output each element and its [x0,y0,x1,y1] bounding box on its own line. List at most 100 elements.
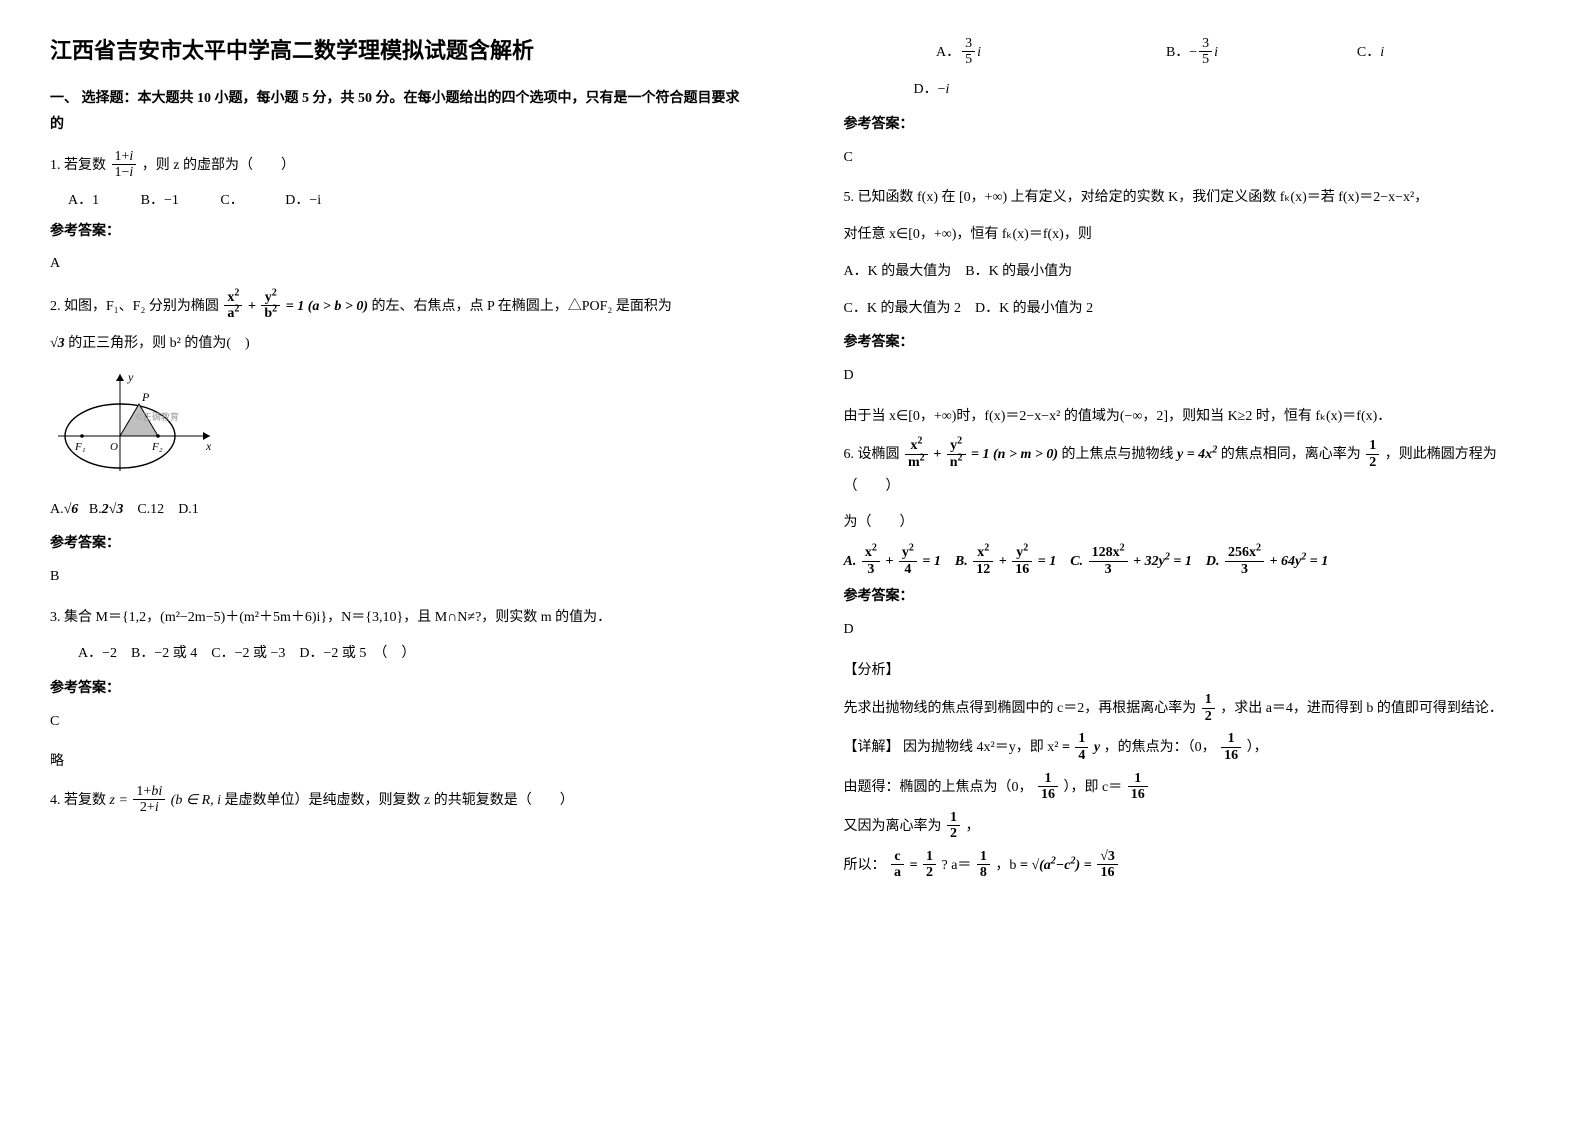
q4-stem-suffix: 是虚数单位）是纯虚数，则复数 z 的共轭复数是（ ） [225,793,574,808]
question-2b: √3 的正三角形，则 b² 的值为( ) [50,329,749,360]
q3-answer: C [50,709,749,736]
q4-ans-label: 参考答案： [844,112,1543,139]
svg-text:O: O [110,441,118,453]
svg-text:y: y [127,370,134,384]
q2-opt-b: B.2√3 [89,502,124,517]
q6-d1-eq: = 14 y [1062,740,1100,755]
svg-text:F₂: F₂ [151,441,163,453]
question-6-cont: 为（ ） [844,508,1543,539]
right-column: A．35i B．−35i C．i D．−i 参考答案： C 5. 已知函数 f(… [794,0,1587,1122]
q6-stem-prefix: 6. 设椭圆 [844,447,904,462]
q5-options-ab: A．K 的最大值为 B．K 的最小值为 [844,257,1543,288]
q2-stem-tail: 的正三角形，则 b² 的值为( ) [68,336,250,351]
q4-stem-prefix: 4. 若复数 [50,793,110,808]
q4-options: A．35i B．−35i C．i [844,36,1543,69]
q1-stem-suffix: ，则 z 的虚部为（ ） [142,158,295,173]
q6-parab-formula: y = 4x2 [1177,447,1217,462]
q4-opt-c: C．i [1311,38,1431,69]
q2-opt-a: A.√6 [50,502,78,517]
svg-text:x: x [205,439,212,453]
q6-detail-line4: 所以： ca = 12 ? a＝ 18 ，b = √(a2−c2) = √316 [844,849,1543,882]
q6-analysis-label: 【分析】 [844,656,1543,687]
q6-opt-a: A. x23 + y24 = 1 [844,554,945,569]
q5-explain: 由于当 x∈[0，+∞)时，f(x)＝2−x−x² 的值域为(−∞，2]，则知当… [844,402,1543,433]
q1-formula: 1+i1−i [110,158,142,173]
question-3: 3. 集合 M＝{1,2，(m²−2m−5)＋(m²＋5m＋6)i}，N＝{3,… [50,603,749,634]
q1-opt-a: A．1 [68,188,99,215]
q6-analysis-prefix: 先求出抛物线的焦点得到椭圆中的 c＝2，再根据离心率为 [844,701,1200,716]
q6-ans-label: 参考答案： [844,584,1543,611]
q1-options: A．1 B．−1 C． D．−i [68,188,749,215]
q1-answer: A [50,251,749,278]
ellipse-svg: y x O F₁ F₂ P ©正确教育 [50,366,220,476]
q6-opt-d: D. 256x23 + 64y2 = 1 [1206,554,1328,569]
q5-opt-d: D．K 的最小值为 2 [975,301,1093,316]
q6-d4-pre: 所以： [844,858,886,873]
question-5-line1: 5. 已知函数 f(x) 在 [0，+∞) 上有定义，对给定的实数 K，我们定义… [844,183,1543,214]
q4-opt-d: D．−i [914,82,950,97]
question-1: 1. 若复数 1+i1−i ，则 z 的虚部为（ ） [50,149,749,182]
q2-stem-prefix: 2. 如图，F₁、F₂ 分别为椭圆 [50,299,222,314]
q6-d4-a-val: 18 [975,858,992,873]
q5-ans-label: 参考答案： [844,330,1543,357]
q6-detail-label: 【详解】 [844,740,900,755]
q2-ans-label: 参考答案： [50,531,749,558]
q6-analysis-suffix: ，求出 a＝4，进而得到 b 的值即可得到结论． [1220,701,1503,716]
q3-opt-b: B．−2 或 4 [131,646,197,661]
q6-d2-mid: ），即 c＝ [1064,779,1123,794]
q6-d1-mid: ，的焦点为：（0， [1104,740,1216,755]
q6-d2-c1: 116 [1036,779,1060,794]
svg-text:P: P [141,390,150,404]
q5-opt-b: B．K 的最小值为 [965,264,1072,279]
q2-opt-d: D.1 [178,502,199,517]
q6-d1-suf: ）， [1247,740,1268,755]
q3-options: A．−2 B．−2 或 4 C．−2 或 −3 D．−2 或 5 （ ） [78,639,749,670]
q5-answer: D [844,363,1543,390]
q3-opt-d: D．−2 或 5 （ ） [299,646,415,661]
q6-d4-mid2: ，b [995,858,1020,873]
question-2: 2. 如图，F₁、F₂ 分别为椭圆 x2a2 + y2b2 = 1 (a > b… [50,290,749,323]
q6-opt-c: C. 128x23 + 32y2 = 1 [1070,554,1195,569]
q5-opt-c: C．K 的最大值为 2 [844,301,961,316]
q6-options: A. x23 + y24 = 1 B. x212 + y216 = 1 C. 1… [844,545,1543,578]
q2-stem-mid: 的左、右焦点，点 P 在椭圆上，△POF₂ 是面积为 [371,299,671,314]
question-5-line2: 对任意 x∈[0，+∞)，恒有 fₖ(x)＝f(x)，则 [844,220,1543,251]
section-1-head: 一、 选择题：本大题共 10 小题，每小题 5 分，共 50 分。在每小题给出的… [50,86,749,139]
q4-opt-d-row: D．−i [914,75,1543,106]
q6-stem-mid: 的上焦点与抛物线 [1061,447,1177,462]
page-root: 江西省吉安市太平中学高二数学理模拟试题含解析 一、 选择题：本大题共 10 小题… [0,0,1587,1122]
q6-d3-suf: ， [966,819,980,834]
q6-detail-line3: 又因为离心率为 12 ， [844,810,1543,843]
question-4: 4. 若复数 z = 1+bi2+i (b ∈ R, i 是虚数单位）是纯虚数，… [50,784,749,817]
svg-text:F₁: F₁ [74,441,86,453]
q2-opt-c: C.12 [137,502,164,517]
q6-ecc: 12 [1364,447,1381,462]
q6-d1-pre: 因为抛物线 4x²＝y，即 x² [903,740,1062,755]
q3-opt-a: A．−2 [78,646,117,661]
q4-answer: C [844,145,1543,172]
q3-opt-c: C．−2 或 −3 [211,646,285,661]
q6-opt-b: B. x212 + y216 = 1 [955,554,1060,569]
q6-d3-pre: 又因为离心率为 [844,819,946,834]
q1-opt-c: C． [220,188,243,215]
q1-opt-b: B．−1 [141,188,179,215]
q6-d2-c2: 116 [1126,779,1150,794]
q2-sqrt3: √3 [50,336,65,351]
q1-ans-label: 参考答案： [50,219,749,246]
q1-stem-prefix: 1. 若复数 [50,158,110,173]
q4-opt-b: B．−35i [1077,36,1307,69]
q4-formula: z = 1+bi2+i (b ∈ R, i [110,793,225,808]
q1-opt-d: D．−i [285,188,321,215]
doc-title: 江西省吉安市太平中学高二数学理模拟试题含解析 [50,30,749,72]
q6-d4-ca: ca = 12 [889,858,941,873]
q2-answer: B [50,564,749,591]
svg-text:©正确教育: ©正确教育 [136,411,179,422]
q2-options: A.√6 B.2√3 C.12 D.1 [50,495,749,526]
q6-d1-focus: 116 [1219,740,1243,755]
q6-analysis: 先求出抛物线的焦点得到椭圆中的 c＝2，再根据离心率为 12 ，求出 a＝4，进… [844,692,1543,725]
q3-ans-label: 参考答案： [50,676,749,703]
q6-d4-a: ? a＝ [941,858,974,873]
q4-opt-a: A．35i [844,36,1074,69]
q6-analysis-ecc: 12 [1200,701,1217,716]
q6-d4-b: = √(a2−c2) = √316 [1020,858,1120,873]
